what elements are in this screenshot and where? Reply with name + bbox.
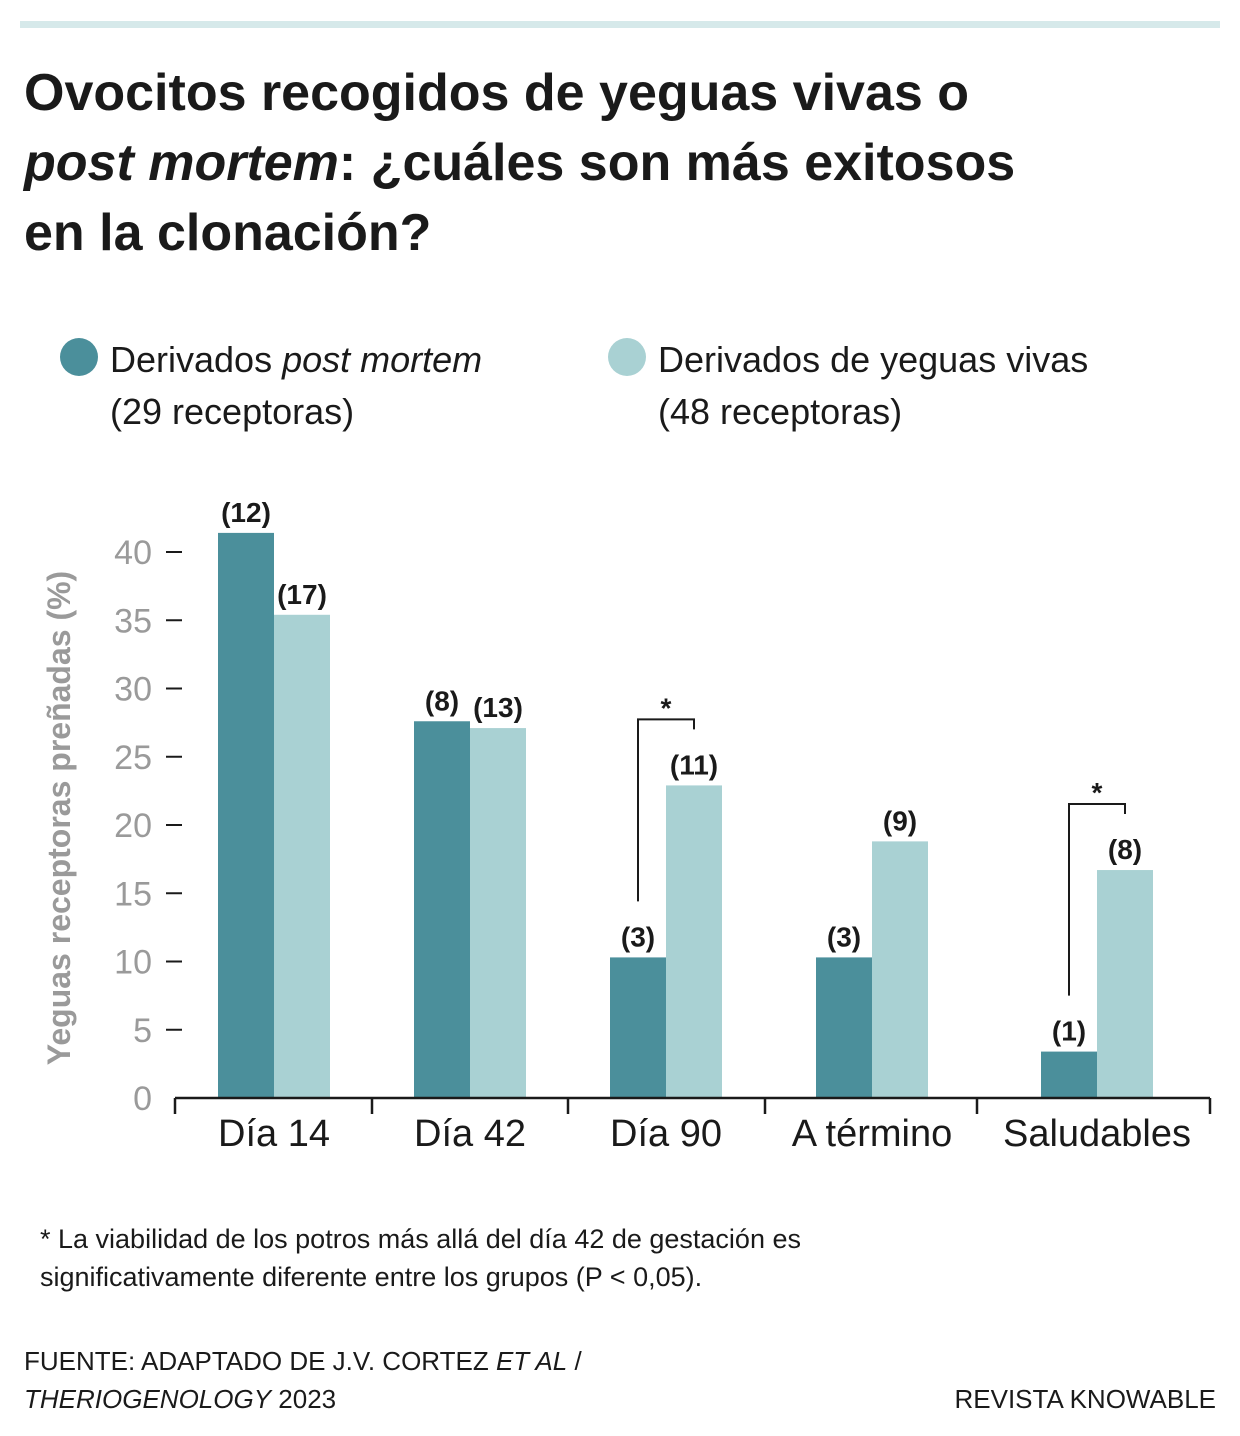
source-journal: THERIOGENOLOGY: [24, 1384, 272, 1414]
bar-data-label: (11): [670, 749, 718, 780]
title-line-2: : ¿cuáles son más exitosos: [338, 134, 1016, 192]
bar-live: [872, 841, 928, 1098]
x-tick-label: A término: [792, 1113, 953, 1155]
bar-live: [470, 728, 526, 1098]
publisher-credit: REVISTA KNOWABLE: [954, 1384, 1216, 1414]
footnote-line-1: * La viabilidad de los potros más allá d…: [40, 1224, 801, 1254]
y-tick-label: 5: [133, 1012, 152, 1050]
source-year: 2023: [271, 1384, 337, 1414]
top-accent-bar: [20, 21, 1220, 28]
title-italic-term: post mortem: [24, 134, 339, 192]
bar-post-mortem: [816, 957, 872, 1098]
footnote-line-2: significativamente diferente entre los g…: [40, 1262, 703, 1292]
bar-data-label: (1): [1052, 1016, 1086, 1047]
significance-bracket: [1068, 803, 1126, 996]
chart-title: Ovocitos recogidos de yeguas vivas o pos…: [24, 58, 1214, 268]
significance-marker: *: [1092, 777, 1103, 808]
bar-live: [666, 785, 722, 1098]
title-line-1: Ovocitos recogidos de yeguas vivas o: [24, 64, 970, 122]
bar-data-label: (17): [277, 579, 327, 610]
legend-label-live: Derivados de yeguas vivas: [658, 339, 1089, 380]
bar-post-mortem: [414, 721, 470, 1098]
title-line-3: en la clonación?: [24, 204, 432, 262]
legend-label-post-mortem-italic: post mortem: [282, 339, 483, 380]
bar-post-mortem: [1041, 1051, 1097, 1098]
source-slash: /: [567, 1346, 582, 1376]
x-tick-label: Saludables: [1003, 1113, 1191, 1155]
y-tick-label: 10: [114, 944, 152, 982]
bar-data-label: (13): [473, 692, 523, 723]
legend-swatch-post-mortem: [60, 338, 98, 376]
legend-item-post-mortem: Derivados post mortem (29 receptoras): [60, 334, 482, 438]
y-tick-label: 15: [114, 875, 152, 913]
bar-data-label: (3): [827, 921, 861, 952]
y-tick-label: 40: [114, 534, 152, 572]
bar-data-label: (8): [1108, 834, 1142, 865]
bar-data-label: (9): [883, 805, 917, 836]
legend-item-live: Derivados de yeguas vivas (48 receptoras…: [608, 334, 1088, 438]
y-tick-label: 25: [114, 739, 152, 777]
legend-sub-post-mortem: (29 receptoras): [110, 391, 355, 432]
footnote: * La viabilidad de los potros más allá d…: [40, 1220, 1200, 1296]
legend-swatch-live: [608, 338, 646, 376]
bar-chart: Yeguas receptoras preñadas (%) 0 5 10 15 20 25…: [41, 497, 1212, 1155]
legend-label-post-mortem: Derivados: [110, 339, 283, 380]
bar-data-label: (12): [221, 497, 271, 528]
significance-marker: *: [661, 692, 672, 723]
bar-data-label: (3): [621, 921, 655, 952]
y-tick-label: 0: [133, 1080, 152, 1118]
source-credit: FUENTE: ADAPTADO DE J.V. CORTEZ ET AL / …: [24, 1342, 582, 1418]
source-prefix: FUENTE: ADAPTADO DE J.V. CORTEZ: [24, 1346, 496, 1376]
bar-post-mortem: [218, 532, 274, 1098]
legend-sub-live: (48 receptoras): [658, 391, 903, 432]
y-tick-label: 20: [114, 807, 152, 845]
x-tick-label: Día 42: [414, 1113, 526, 1155]
significance-bracket: [637, 718, 695, 902]
bar-live: [1097, 870, 1153, 1098]
bar-post-mortem: [610, 957, 666, 1098]
x-tick-label: Día 90: [610, 1113, 722, 1155]
bar-data-label: (8): [425, 685, 459, 716]
y-tick-label: 30: [114, 671, 152, 709]
bar-live: [274, 614, 330, 1098]
y-axis-label: Yeguas receptoras preñadas (%): [41, 571, 77, 1065]
source-etal: ET AL: [495, 1346, 568, 1376]
y-tick-label: 35: [114, 602, 152, 640]
x-tick-label: Día 14: [218, 1113, 330, 1155]
